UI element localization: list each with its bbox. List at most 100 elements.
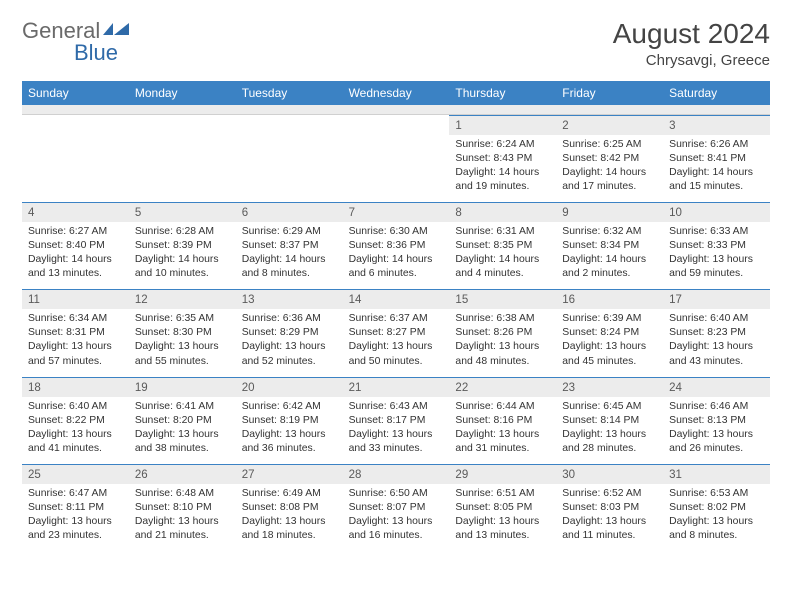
day-16-details: Sunrise: 6:39 AMSunset: 8:24 PMDaylight:… bbox=[556, 309, 663, 376]
weekday-saturday: Saturday bbox=[663, 81, 770, 105]
day-21-sunset: Sunset: 8:17 PM bbox=[349, 414, 444, 428]
day-14-details: Sunrise: 6:37 AMSunset: 8:27 PMDaylight:… bbox=[343, 309, 450, 376]
day-17-number: 17 bbox=[663, 289, 770, 309]
day-24-daylight-2: and 26 minutes. bbox=[669, 442, 764, 456]
week-4-content-row: Sunrise: 6:47 AMSunset: 8:11 PMDaylight:… bbox=[22, 484, 770, 551]
day-30-details: Sunrise: 6:52 AMSunset: 8:03 PMDaylight:… bbox=[556, 484, 663, 551]
day-6-number: 6 bbox=[236, 202, 343, 222]
day-13-daylight-2: and 52 minutes. bbox=[242, 355, 337, 369]
day-10-number: 10 bbox=[663, 202, 770, 222]
weekday-tuesday: Tuesday bbox=[236, 81, 343, 105]
day-9-daylight-1: Daylight: 14 hours bbox=[562, 253, 657, 267]
day-3-sunset: Sunset: 8:41 PM bbox=[669, 152, 764, 166]
day-21-details: Sunrise: 6:43 AMSunset: 8:17 PMDaylight:… bbox=[343, 397, 450, 464]
day-24-number: 24 bbox=[663, 377, 770, 397]
empty-day-head bbox=[236, 115, 343, 135]
day-16-daylight-2: and 45 minutes. bbox=[562, 355, 657, 369]
day-10-daylight-1: Daylight: 13 hours bbox=[669, 253, 764, 267]
day-2-daylight-2: and 17 minutes. bbox=[562, 180, 657, 194]
day-5-sunrise: Sunrise: 6:28 AM bbox=[135, 225, 230, 239]
day-12-details: Sunrise: 6:35 AMSunset: 8:30 PMDaylight:… bbox=[129, 309, 236, 376]
day-24-sunrise: Sunrise: 6:46 AM bbox=[669, 400, 764, 414]
logo-flag-icon bbox=[103, 21, 131, 39]
day-1-daylight-1: Daylight: 14 hours bbox=[455, 166, 550, 180]
day-1-daylight-2: and 19 minutes. bbox=[455, 180, 550, 194]
day-31-sunset: Sunset: 8:02 PM bbox=[669, 501, 764, 515]
day-23-sunset: Sunset: 8:14 PM bbox=[562, 414, 657, 428]
day-7-sunset: Sunset: 8:36 PM bbox=[349, 239, 444, 253]
day-20-details: Sunrise: 6:42 AMSunset: 8:19 PMDaylight:… bbox=[236, 397, 343, 464]
day-12-sunset: Sunset: 8:30 PM bbox=[135, 326, 230, 340]
day-4-sunrise: Sunrise: 6:27 AM bbox=[28, 225, 123, 239]
day-16-sunset: Sunset: 8:24 PM bbox=[562, 326, 657, 340]
month-title: August 2024 bbox=[613, 18, 770, 50]
day-8-daylight-1: Daylight: 14 hours bbox=[455, 253, 550, 267]
day-28-sunset: Sunset: 8:07 PM bbox=[349, 501, 444, 515]
day-9-sunrise: Sunrise: 6:32 AM bbox=[562, 225, 657, 239]
day-7-daylight-2: and 6 minutes. bbox=[349, 267, 444, 281]
title-block: August 2024 Chrysavgi, Greece bbox=[613, 18, 770, 69]
day-30-daylight-1: Daylight: 13 hours bbox=[562, 515, 657, 529]
day-1-sunset: Sunset: 8:43 PM bbox=[455, 152, 550, 166]
day-4-daylight-2: and 13 minutes. bbox=[28, 267, 123, 281]
day-11-details: Sunrise: 6:34 AMSunset: 8:31 PMDaylight:… bbox=[22, 309, 129, 376]
day-18-number: 18 bbox=[22, 377, 129, 397]
day-25-details: Sunrise: 6:47 AMSunset: 8:11 PMDaylight:… bbox=[22, 484, 129, 551]
day-15-daylight-1: Daylight: 13 hours bbox=[455, 340, 550, 354]
day-28-details: Sunrise: 6:50 AMSunset: 8:07 PMDaylight:… bbox=[343, 484, 450, 551]
day-1-details: Sunrise: 6:24 AMSunset: 8:43 PMDaylight:… bbox=[449, 135, 556, 202]
weekday-sunday: Sunday bbox=[22, 81, 129, 105]
day-27-sunrise: Sunrise: 6:49 AM bbox=[242, 487, 337, 501]
day-17-sunrise: Sunrise: 6:40 AM bbox=[669, 312, 764, 326]
day-26-daylight-1: Daylight: 13 hours bbox=[135, 515, 230, 529]
day-10-details: Sunrise: 6:33 AMSunset: 8:33 PMDaylight:… bbox=[663, 222, 770, 289]
day-14-daylight-1: Daylight: 13 hours bbox=[349, 340, 444, 354]
calendar-body: 123Sunrise: 6:24 AMSunset: 8:43 PMDaylig… bbox=[22, 115, 770, 551]
day-28-number: 28 bbox=[343, 464, 450, 484]
day-20-sunrise: Sunrise: 6:42 AM bbox=[242, 400, 337, 414]
day-11-daylight-2: and 57 minutes. bbox=[28, 355, 123, 369]
day-26-details: Sunrise: 6:48 AMSunset: 8:10 PMDaylight:… bbox=[129, 484, 236, 551]
day-8-details: Sunrise: 6:31 AMSunset: 8:35 PMDaylight:… bbox=[449, 222, 556, 289]
day-23-details: Sunrise: 6:45 AMSunset: 8:14 PMDaylight:… bbox=[556, 397, 663, 464]
day-2-daylight-1: Daylight: 14 hours bbox=[562, 166, 657, 180]
weekday-monday: Monday bbox=[129, 81, 236, 105]
day-10-sunrise: Sunrise: 6:33 AM bbox=[669, 225, 764, 239]
day-4-details: Sunrise: 6:27 AMSunset: 8:40 PMDaylight:… bbox=[22, 222, 129, 289]
day-25-daylight-2: and 23 minutes. bbox=[28, 529, 123, 543]
day-6-sunrise: Sunrise: 6:29 AM bbox=[242, 225, 337, 239]
day-21-daylight-1: Daylight: 13 hours bbox=[349, 428, 444, 442]
day-19-daylight-2: and 38 minutes. bbox=[135, 442, 230, 456]
day-21-sunrise: Sunrise: 6:43 AM bbox=[349, 400, 444, 414]
day-7-number: 7 bbox=[343, 202, 450, 222]
day-13-number: 13 bbox=[236, 289, 343, 309]
day-1-number: 1 bbox=[449, 115, 556, 135]
day-13-daylight-1: Daylight: 13 hours bbox=[242, 340, 337, 354]
day-21-number: 21 bbox=[343, 377, 450, 397]
day-31-number: 31 bbox=[663, 464, 770, 484]
day-19-sunset: Sunset: 8:20 PM bbox=[135, 414, 230, 428]
day-18-daylight-2: and 41 minutes. bbox=[28, 442, 123, 456]
day-20-number: 20 bbox=[236, 377, 343, 397]
day-26-sunset: Sunset: 8:10 PM bbox=[135, 501, 230, 515]
weekday-thursday: Thursday bbox=[449, 81, 556, 105]
day-2-sunset: Sunset: 8:42 PM bbox=[562, 152, 657, 166]
week-4-daynum-row: 25262728293031 bbox=[22, 464, 770, 484]
day-22-details: Sunrise: 6:44 AMSunset: 8:16 PMDaylight:… bbox=[449, 397, 556, 464]
day-5-daylight-2: and 10 minutes. bbox=[135, 267, 230, 281]
empty-day-head bbox=[22, 115, 129, 135]
day-27-daylight-2: and 18 minutes. bbox=[242, 529, 337, 543]
week-3-content-row: Sunrise: 6:40 AMSunset: 8:22 PMDaylight:… bbox=[22, 397, 770, 464]
day-15-daylight-2: and 48 minutes. bbox=[455, 355, 550, 369]
day-31-daylight-2: and 8 minutes. bbox=[669, 529, 764, 543]
day-4-daylight-1: Daylight: 14 hours bbox=[28, 253, 123, 267]
day-5-number: 5 bbox=[129, 202, 236, 222]
day-1-sunrise: Sunrise: 6:24 AM bbox=[455, 138, 550, 152]
day-14-number: 14 bbox=[343, 289, 450, 309]
day-24-daylight-1: Daylight: 13 hours bbox=[669, 428, 764, 442]
week-3-daynum-row: 18192021222324 bbox=[22, 377, 770, 397]
day-30-sunset: Sunset: 8:03 PM bbox=[562, 501, 657, 515]
day-6-details: Sunrise: 6:29 AMSunset: 8:37 PMDaylight:… bbox=[236, 222, 343, 289]
day-25-sunset: Sunset: 8:11 PM bbox=[28, 501, 123, 515]
day-30-sunrise: Sunrise: 6:52 AM bbox=[562, 487, 657, 501]
